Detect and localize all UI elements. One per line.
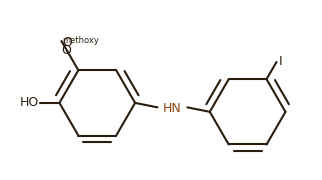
Text: O: O (62, 36, 72, 49)
Text: HN: HN (163, 102, 182, 115)
Text: I: I (279, 55, 282, 68)
Text: O: O (62, 44, 71, 57)
Text: methoxy: methoxy (62, 35, 99, 44)
Text: HO: HO (19, 96, 39, 109)
